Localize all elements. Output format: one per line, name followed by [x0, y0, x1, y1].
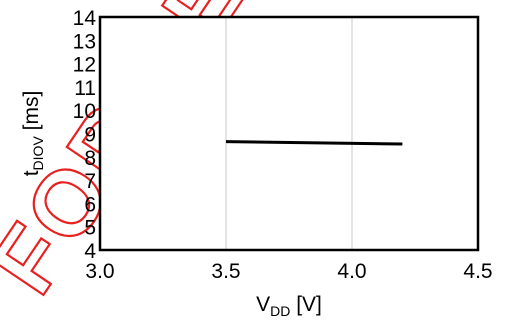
- grid: [225, 17, 353, 250]
- y-axis-title: tDIOV [ms]: [20, 91, 46, 177]
- y-tick-label-1: 5: [84, 217, 96, 240]
- x-axis-title-main: V: [256, 293, 270, 316]
- y-tick-label-2: 6: [84, 193, 96, 216]
- x-axis-title-sub: DD: [270, 303, 290, 319]
- x-tick-label-1: 3.5: [211, 260, 240, 283]
- y-tick-label-10: 14: [73, 7, 97, 30]
- y-tick-label-7: 11: [74, 77, 96, 100]
- series-line-0: [225, 140, 403, 146]
- x-tick-label-3: 4.5: [463, 260, 492, 283]
- y-tick-label-4: 8: [84, 147, 96, 170]
- y-axis-title-main: t: [20, 170, 43, 176]
- plot-frame: [98, 15, 480, 252]
- y-axis-title-sub: DIOV: [30, 136, 46, 171]
- y-tick-label-5: 9: [84, 124, 96, 147]
- x-axis-title: VDD [V]: [256, 293, 322, 319]
- x-tick-label-2: 4.0: [337, 260, 366, 283]
- x-tick-labels: 3.0 3.5 4.0 4.5: [85, 260, 492, 283]
- y-axis-title-unit: [ms]: [20, 91, 43, 137]
- y-tick-label-3: 7: [84, 170, 96, 193]
- y-tick-label-8: 12: [73, 54, 96, 77]
- y-tick-label-9: 13: [73, 30, 96, 53]
- series: [225, 140, 403, 146]
- plot-background: [100, 17, 478, 250]
- x-tick-label-0: 3.0: [85, 260, 114, 283]
- x-axis-title-unit: [V]: [290, 293, 322, 316]
- y-tick-label-0: 4: [84, 240, 96, 263]
- y-tick-label-6: 10: [73, 100, 96, 123]
